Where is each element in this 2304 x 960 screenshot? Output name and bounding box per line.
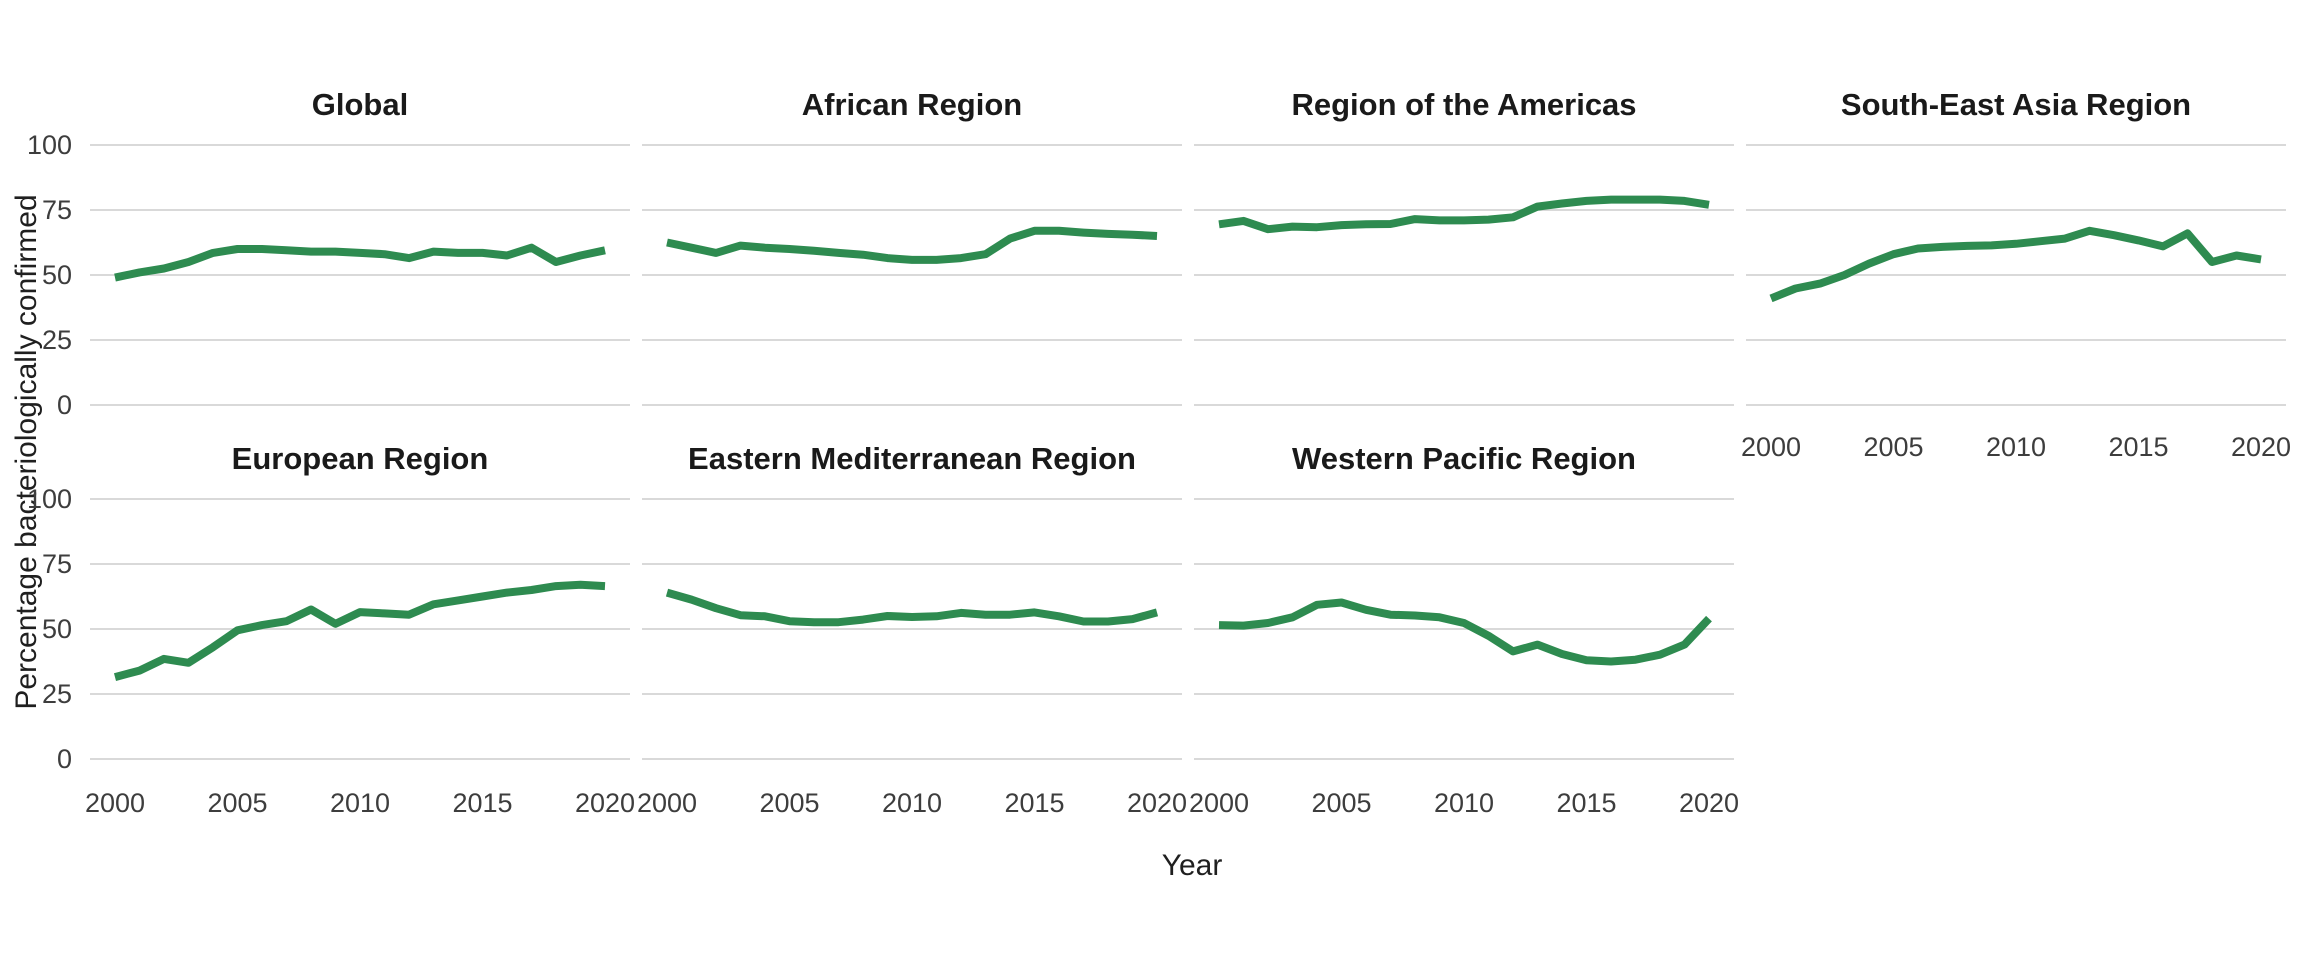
x-tick-label-2020: 2020 xyxy=(1126,788,1188,818)
y-tick-label-0: 0 xyxy=(56,390,72,420)
facet-plot-area xyxy=(642,498,1182,760)
y-tick-label-50: 50 xyxy=(41,614,72,644)
x-tick-label-2010: 2010 xyxy=(1433,788,1495,818)
x-tick-label-2010: 2010 xyxy=(1985,432,2047,462)
y-tick-label-75: 75 xyxy=(41,195,72,225)
x-tick-label-2015: 2015 xyxy=(2108,432,2169,462)
x-tick-label-2005: 2005 xyxy=(759,788,820,818)
data-line-western-pacific-region xyxy=(1218,598,1712,666)
x-tick-label-2000: 2000 xyxy=(636,788,698,818)
data-line-south-east-asia-region xyxy=(1769,226,2262,303)
x-tick-label-2010: 2010 xyxy=(881,788,943,818)
x-tick-label-2020: 2020 xyxy=(2230,432,2292,462)
facet-plot-area xyxy=(1194,498,1734,760)
x-axis-title: Year xyxy=(1161,849,1223,882)
y-tick-label-0: 0 xyxy=(56,744,72,774)
y-tick-label-75: 75 xyxy=(41,549,72,579)
facet-title: African Region xyxy=(801,87,1023,122)
facet-title: Region of the Americas xyxy=(1291,87,1637,122)
data-line-african-region xyxy=(666,226,1158,264)
facet-plot-area xyxy=(90,498,630,760)
data-line-eastern-mediterranean-region xyxy=(665,588,1159,627)
facet-plot-area xyxy=(642,144,1182,406)
y-tick-label-25: 25 xyxy=(41,679,72,709)
facet-title: European Region xyxy=(231,441,489,476)
facet-plot-area xyxy=(90,144,630,406)
x-tick-label-2005: 2005 xyxy=(1311,788,1372,818)
x-tick-label-2000: 2000 xyxy=(1188,788,1250,818)
facet-plot-area xyxy=(1194,144,1734,406)
x-tick-label-2005: 2005 xyxy=(207,788,268,818)
data-line-region-of-the-americas xyxy=(1218,195,1710,234)
y-tick-label-100: 100 xyxy=(26,484,72,514)
y-tick-label-25: 25 xyxy=(41,325,72,355)
data-line-global xyxy=(114,243,606,282)
x-tick-label-2015: 2015 xyxy=(1004,788,1065,818)
x-tick-label-2015: 2015 xyxy=(452,788,513,818)
facet-plot-area xyxy=(1746,144,2286,406)
data-line-european-region xyxy=(113,580,606,681)
x-tick-label-2015: 2015 xyxy=(1556,788,1617,818)
y-tick-label-100: 100 xyxy=(26,130,72,160)
x-tick-label-2000: 2000 xyxy=(1740,432,1802,462)
x-tick-label-2000: 2000 xyxy=(84,788,146,818)
facet-title: Western Pacific Region xyxy=(1292,441,1636,476)
x-tick-label-2020: 2020 xyxy=(574,788,636,818)
facet-title: Eastern Mediterranean Region xyxy=(688,441,1136,476)
facet-title: Global xyxy=(311,87,409,122)
y-tick-label-50: 50 xyxy=(41,260,72,290)
facet-title: South-East Asia Region xyxy=(1840,87,2192,122)
x-tick-label-2010: 2010 xyxy=(329,788,391,818)
x-tick-label-2005: 2005 xyxy=(1863,432,1924,462)
x-tick-label-2020: 2020 xyxy=(1678,788,1740,818)
